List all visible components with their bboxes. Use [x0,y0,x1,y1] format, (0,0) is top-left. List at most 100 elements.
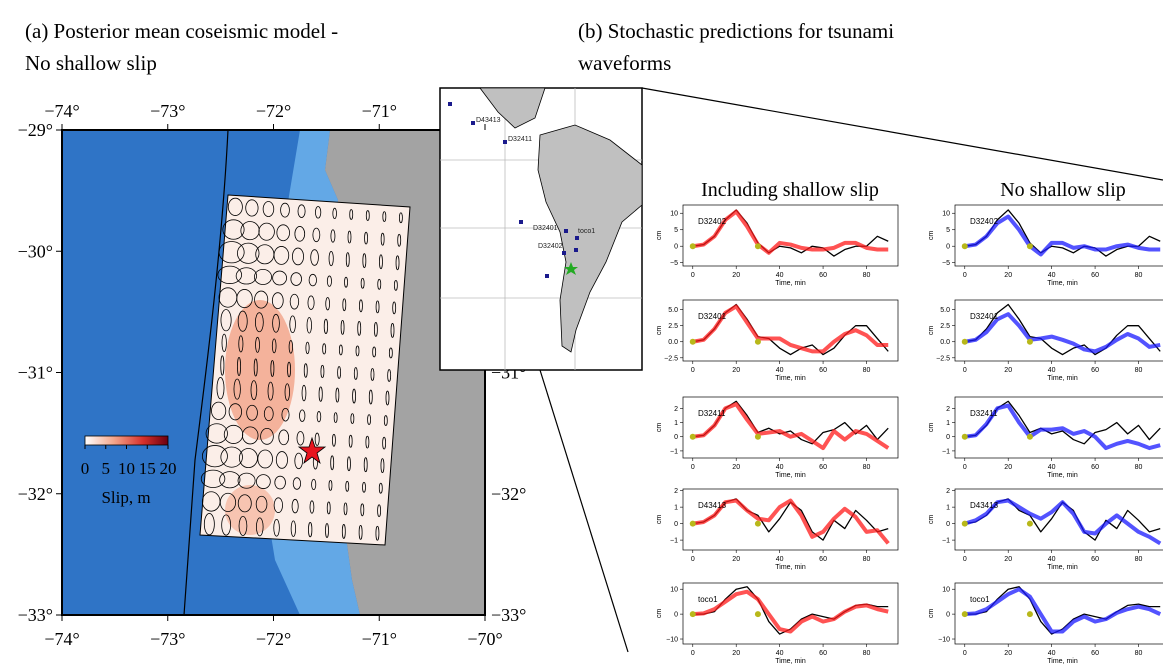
x-tick-label: 20 [732,556,740,563]
ellipse [219,492,237,512]
x-tick-label: 20 [732,464,740,471]
x-tick-label: 20 [1004,464,1012,471]
y-tick-label: −32° [491,484,526,504]
y-tick-label: −2.5 [936,355,950,362]
ellipse [262,201,275,217]
ellipse [393,279,398,291]
ellipse [211,401,227,420]
y-axis-label: cm [656,231,663,241]
uncertainty-ellipses [200,197,403,541]
ellipse [348,434,353,448]
x-tick-label: −73° [150,629,185,649]
plot-frame [954,299,1163,362]
y-axis-label: cm [928,231,935,241]
y-tick-label: −33° [18,605,53,625]
station [471,121,475,125]
ellipse [362,253,367,269]
station-label: D43413 [970,501,999,510]
ellipse [309,500,315,514]
marker [961,338,968,345]
x-axis-label: Time, min [1047,280,1078,287]
station-label: toco1 [970,595,990,604]
subplot: 0 20 40 60 80 −1 0 1 2 Time, min cm D32411 [656,396,899,479]
x-tick-label: 20 [1004,367,1012,374]
panel-title: waveforms [578,51,671,75]
subplot: 0 20 40 60 80 −10 0 10 Time, min cm toco1 [928,582,1163,665]
x-axis-label: Time, min [1047,564,1078,571]
ellipse [236,289,253,309]
ellipse [365,435,370,449]
x-tick-label: 60 [1091,272,1099,279]
ellipse [260,428,274,445]
x-tick-label: −73° [150,101,185,121]
prediction-line [964,312,1161,354]
marker [689,243,696,250]
marker [754,611,761,618]
ellipse [237,356,242,377]
y-tick-label: −1 [942,448,950,455]
x-tick-label: 0 [691,650,695,657]
y-tick-label: 5.0 [940,307,950,314]
ellipse [360,503,365,517]
y-tick-label: −33° [491,605,526,625]
station-label: D32402 [538,243,563,250]
ellipse [297,204,306,218]
column-title: No shallow slip [1000,179,1126,201]
ellipse [288,340,294,354]
y-tick-label: 10 [942,211,950,218]
ellipse [333,412,338,424]
station-label: toco1 [698,595,718,604]
ellipse [357,320,362,336]
y-axis-label: cm [928,515,935,525]
y-tick-label: −32° [18,484,53,504]
ellipse [326,275,332,287]
ellipse [390,323,395,338]
ellipse [273,519,280,537]
x-tick-label: 60 [1091,464,1099,471]
ellipse [284,383,290,401]
ellipse [380,232,385,246]
station [545,274,549,278]
ellipse [364,231,368,245]
ellipse [344,276,348,288]
ellipse [255,495,268,513]
marker [689,433,696,440]
x-tick-label: 0 [691,464,695,471]
ellipse [287,361,292,378]
marker [689,611,696,618]
prediction-line [692,402,890,451]
station-label: D32401 [970,312,999,321]
x-tick-label: 40 [1048,464,1056,471]
y-tick-label: 0.0 [668,339,678,346]
x-tick-label: 20 [732,367,740,374]
x-tick-label: −74° [44,629,79,649]
ellipse [311,478,317,491]
marker [754,243,761,250]
ellipse [205,423,228,444]
y-tick-label: 0.0 [940,339,950,346]
ellipse [382,436,387,450]
station-label: D32402 [698,217,727,226]
station [503,140,507,144]
x-tick-label: 60 [1091,556,1099,563]
x-tick-label: 80 [863,272,871,279]
ellipse [385,390,390,406]
y-tick-label: −5 [942,260,950,267]
ellipse [383,415,388,426]
x-tick-label: 0 [963,367,967,374]
ellipse [323,318,329,334]
y-tick-label: −10 [938,637,950,644]
ellipse [296,431,305,446]
ellipse [257,449,273,469]
ellipse [388,347,393,359]
station-label: D32402 [970,217,999,226]
station [574,248,578,252]
station [448,102,452,106]
y-axis-label: cm [656,423,663,433]
y-tick-label: 1 [946,420,950,427]
ellipse [237,310,248,332]
y-tick-label: 2 [674,406,678,413]
y-tick-label: −2.5 [664,355,678,362]
plot-frame [682,488,899,551]
ellipse [368,389,373,405]
